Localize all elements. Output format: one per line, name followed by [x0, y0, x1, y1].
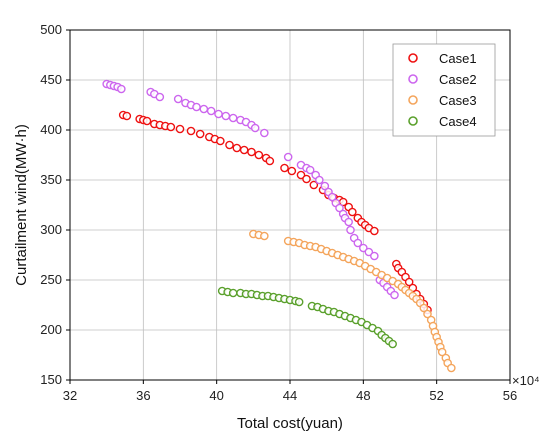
legend-label: Case3 [439, 93, 477, 108]
data-point [327, 192, 337, 202]
x-axis-title: Total cost(yuan) [237, 415, 343, 432]
y-tick-label: 500 [40, 22, 62, 37]
legend-marker [408, 95, 418, 105]
data-point [390, 290, 399, 300]
data-point [296, 170, 306, 180]
data-point [348, 207, 357, 217]
series-case2 [102, 79, 399, 300]
y-axis-title: Curtailment wind(MW·h) [13, 124, 30, 286]
series-case3 [249, 229, 456, 373]
data-point [195, 129, 205, 139]
data-point [142, 116, 152, 126]
legend: Case1 Case2 Case3 Case4 [392, 43, 496, 137]
series-case1 [118, 110, 432, 315]
x-tick-label: 36 [136, 388, 150, 403]
data-point [309, 180, 319, 190]
data-point [370, 251, 379, 261]
data-point [437, 347, 447, 357]
data-point [166, 122, 176, 132]
data-point [247, 147, 256, 157]
legend-marker [408, 53, 418, 63]
data-point [419, 303, 429, 313]
data-point [359, 243, 368, 253]
data-point [216, 136, 225, 146]
axis-ticks: 32 36 40 44 48 52 56 150 200 250 300 350 400 450 500 [40, 22, 517, 403]
y-tick-label: 150 [40, 372, 62, 387]
data-point [423, 309, 432, 319]
data-point [206, 106, 216, 116]
x-tick-label: 52 [429, 388, 443, 403]
data-point [370, 226, 379, 236]
data-point [305, 165, 315, 175]
y-tick-label: 300 [40, 222, 62, 237]
y-tick-label: 350 [40, 172, 62, 187]
x-axis-multiplier: ×10⁴ [512, 373, 540, 388]
data-point [192, 102, 201, 112]
data-point [225, 140, 234, 150]
data-point [346, 225, 355, 235]
data-point [173, 94, 183, 104]
data-point [122, 111, 132, 121]
data-point [320, 181, 330, 191]
data-point [364, 247, 374, 257]
data-point [250, 123, 260, 133]
data-point [186, 126, 196, 136]
data-point [155, 92, 165, 102]
data-point [302, 174, 311, 184]
data-point [117, 84, 126, 94]
y-tick-label: 450 [40, 72, 62, 87]
data-point [353, 238, 363, 248]
x-tick-label: 40 [209, 388, 223, 403]
data-points [102, 79, 456, 373]
data-point [280, 163, 289, 173]
legend-label: Case4 [439, 114, 477, 129]
data-point [447, 363, 456, 373]
data-point [228, 288, 238, 298]
data-point [315, 175, 324, 185]
data-point [221, 111, 231, 121]
data-point [287, 166, 297, 176]
x-tick-label: 56 [503, 388, 517, 403]
y-tick-label: 250 [40, 272, 62, 287]
data-point [214, 109, 223, 119]
legend-label: Case1 [439, 51, 477, 66]
data-point [265, 156, 275, 166]
y-tick-label: 400 [40, 122, 62, 137]
x-tick-label: 32 [63, 388, 77, 403]
data-point [239, 145, 249, 155]
data-point [228, 113, 238, 123]
data-point [294, 297, 304, 307]
data-point [335, 203, 344, 213]
data-point [283, 152, 293, 162]
legend-items: Case1 Case2 Case3 Case4 [408, 51, 477, 129]
legend-marker [408, 116, 418, 126]
data-point [388, 339, 397, 349]
series-case4 [217, 286, 397, 349]
data-point [232, 143, 242, 153]
data-point [344, 217, 353, 227]
data-point [404, 277, 414, 287]
x-tick-label: 44 [283, 388, 297, 403]
data-point [254, 150, 264, 160]
data-point [175, 124, 185, 134]
y-tick-label: 200 [40, 322, 62, 337]
data-point [260, 128, 269, 138]
data-point [199, 104, 209, 114]
legend-marker [408, 74, 418, 84]
legend-label: Case2 [439, 72, 477, 87]
data-point [260, 231, 269, 241]
x-tick-label: 48 [356, 388, 370, 403]
